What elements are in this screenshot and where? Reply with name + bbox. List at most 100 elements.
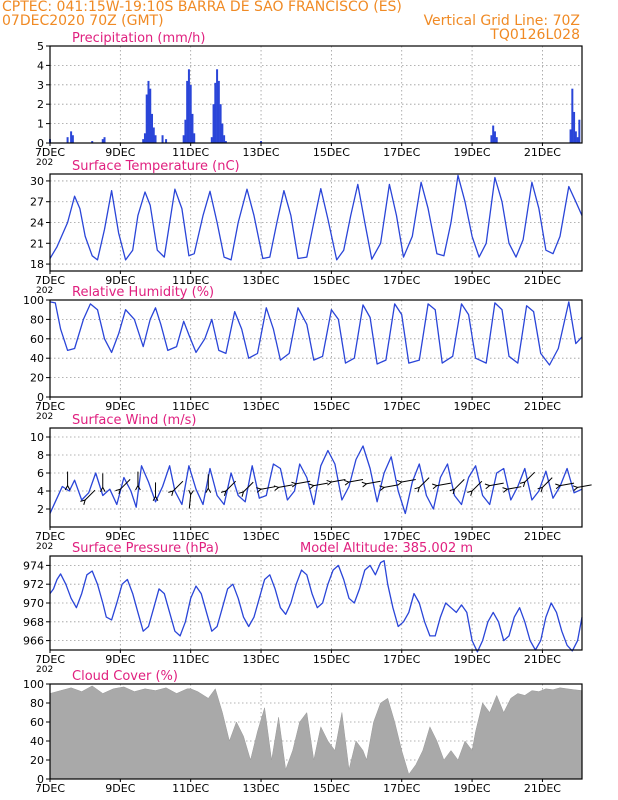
x-tick-label: 7DEC xyxy=(35,146,65,159)
precip-bar xyxy=(161,135,164,143)
precip-bar xyxy=(214,82,217,143)
wind-arrow-head xyxy=(152,495,159,502)
header-station: CPTEC: 041:15W-19:10S BARRA DE SAO FRANC… xyxy=(2,0,402,15)
y-tick-label: 4 xyxy=(37,59,44,72)
wind-arrow-head xyxy=(555,483,562,490)
x-tick-label: 17DEC xyxy=(383,653,420,666)
y-tick-label: 80 xyxy=(30,697,44,710)
x-tick-label: 13DEC xyxy=(242,530,279,543)
x-tick-label: 17DEC xyxy=(383,146,420,159)
wind-arrow-head xyxy=(537,486,544,493)
y-tick-label: 10 xyxy=(30,431,44,444)
x-tick-label: 17DEC xyxy=(383,274,420,287)
precip-bar xyxy=(66,137,69,143)
y-tick-label: 40 xyxy=(30,735,44,748)
wind-arrow-head xyxy=(572,485,579,491)
panel-precip xyxy=(46,45,583,146)
x-tick-label: 13DEC xyxy=(242,274,279,287)
precip-bar xyxy=(217,80,220,143)
x-tick-label: 17DEC xyxy=(383,530,420,543)
wind-arrow-head xyxy=(168,490,174,496)
precip-bar xyxy=(165,139,168,143)
precip-bar xyxy=(576,137,579,143)
y-tick-label: 968 xyxy=(23,616,44,629)
precip-bar xyxy=(186,80,189,143)
panel-cloud xyxy=(46,683,583,782)
precip-bar xyxy=(154,135,157,143)
x-tick-label: 17DEC xyxy=(383,400,420,413)
precip-bar xyxy=(221,123,224,143)
panel-title-rh: Relative Humidity (%) xyxy=(72,285,214,300)
y-tick-label: 20 xyxy=(30,754,44,767)
wind-arrow xyxy=(418,477,430,488)
wind-arrow-head xyxy=(64,484,71,491)
x-tick-label: 21DEC xyxy=(524,653,561,666)
wind-arrow-head xyxy=(238,491,245,497)
cloud-area xyxy=(49,685,583,780)
precip-bar xyxy=(182,135,185,143)
wind-arrow-head xyxy=(467,490,473,496)
precip-bar xyxy=(193,133,196,143)
x-year-stub: 202 xyxy=(36,542,53,552)
wind-arrow-head xyxy=(99,486,106,493)
panel-title-precip: Precipitation (mm/h) xyxy=(72,31,205,46)
x-tick-label: 13DEC xyxy=(242,146,279,159)
x-tick-label: 11DEC xyxy=(172,400,209,413)
x-year-stub: 202 xyxy=(36,286,53,296)
y-tick-label: 8 xyxy=(37,449,44,462)
y-tick-label: 5 xyxy=(37,40,44,53)
y-tick-label: 24 xyxy=(30,217,44,230)
header-grid-line: Vertical Grid Line: 70Z xyxy=(423,13,580,29)
wind-arrow xyxy=(260,486,276,490)
wind-arrow-head xyxy=(432,483,438,490)
wind-arrow xyxy=(489,482,504,487)
wind-arrow xyxy=(278,484,293,488)
wind-arrow xyxy=(119,479,131,490)
x-tick-label: 7DEC xyxy=(35,274,65,287)
x-tick-label: 7DEC xyxy=(35,530,65,543)
precip-bar xyxy=(145,94,148,143)
wind-arrow-head xyxy=(205,487,212,493)
y-tick-label: 30 xyxy=(30,175,44,188)
y-tick-label: 100 xyxy=(23,294,44,307)
x-tick-label: 21DEC xyxy=(524,782,561,795)
y-tick-label: 60 xyxy=(30,716,44,729)
wind-arrow xyxy=(243,481,254,493)
y-tick-label: 80 xyxy=(30,313,44,326)
y-tick-label: 60 xyxy=(30,333,44,346)
x-tick-label: 7DEC xyxy=(35,782,65,795)
y-tick-label: 966 xyxy=(23,635,44,648)
x-tick-label: 19DEC xyxy=(454,530,491,543)
wind-arrow-head xyxy=(308,483,315,490)
x-tick-label: 21DEC xyxy=(524,400,561,413)
temp-line xyxy=(49,174,583,261)
precip-bar xyxy=(151,113,154,143)
precip-bar xyxy=(578,119,581,143)
precip-bar xyxy=(493,131,496,143)
x-tick-label: 9DEC xyxy=(105,782,135,795)
y-tick-label: 970 xyxy=(23,597,44,610)
wind-arrow xyxy=(366,480,381,485)
x-tick-label: 19DEC xyxy=(454,782,491,795)
x-tick-label: 11DEC xyxy=(172,782,209,795)
precip-bar xyxy=(219,104,222,143)
wind-arrow xyxy=(436,482,451,487)
x-tick-label: 15DEC xyxy=(313,400,350,413)
y-tick-label: 0 xyxy=(37,137,44,150)
panel-frame xyxy=(49,683,583,780)
wind-arrow xyxy=(188,494,192,509)
wind-arrow-head xyxy=(361,481,368,488)
wind-arrow-head xyxy=(379,485,386,491)
x-tick-label: 11DEC xyxy=(172,530,209,543)
y-tick-label: 21 xyxy=(30,237,44,250)
x-tick-label: 19DEC xyxy=(454,274,491,287)
x-tick-label: 9DEC xyxy=(105,146,135,159)
x-tick-label: 11DEC xyxy=(172,274,209,287)
wind-arrow-head xyxy=(291,481,298,488)
wind-arrow xyxy=(524,471,535,483)
wind-arrow-head xyxy=(449,488,456,495)
wind-arrow-head xyxy=(273,485,280,491)
precip-bar xyxy=(224,141,227,143)
precip-bar xyxy=(101,139,104,143)
